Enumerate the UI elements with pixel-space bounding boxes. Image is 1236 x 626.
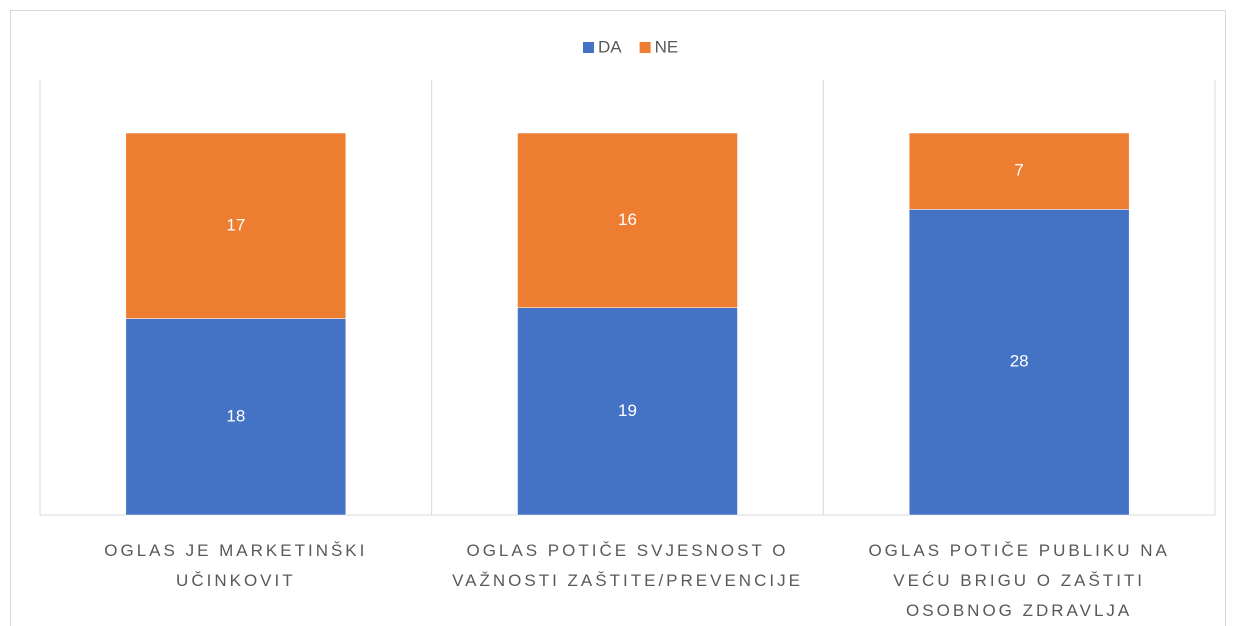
data-label: 17 xyxy=(226,215,245,234)
data-label: 16 xyxy=(618,210,637,229)
legend-label: DA xyxy=(598,37,622,56)
chart-frame xyxy=(10,10,1226,626)
data-label: 18 xyxy=(226,406,245,425)
bar-segment xyxy=(125,132,347,319)
bar-segment xyxy=(125,318,347,516)
bar-segment xyxy=(908,209,1130,516)
legend-swatch xyxy=(583,42,594,53)
x-tick-label: OGLAS POTIČE PUBLIKU NA VEĆU BRIGU O ZAŠ… xyxy=(868,541,1170,620)
legend-swatch xyxy=(639,42,651,53)
bar-segment xyxy=(517,132,738,308)
x-tick-label: OGLAS POTIČE SVJESNOST O VAŽNOSTI ZAŠTIT… xyxy=(452,541,803,590)
x-tick-label: OGLAS JE MARKETINŠKI UČINKOVIT xyxy=(104,541,368,590)
legend-label: NE xyxy=(655,37,679,56)
bar-segment xyxy=(908,132,1130,210)
data-label: 7 xyxy=(1014,161,1023,180)
data-label: 19 xyxy=(618,401,637,420)
data-label: 28 xyxy=(1010,352,1029,371)
bar-segment xyxy=(517,307,738,516)
